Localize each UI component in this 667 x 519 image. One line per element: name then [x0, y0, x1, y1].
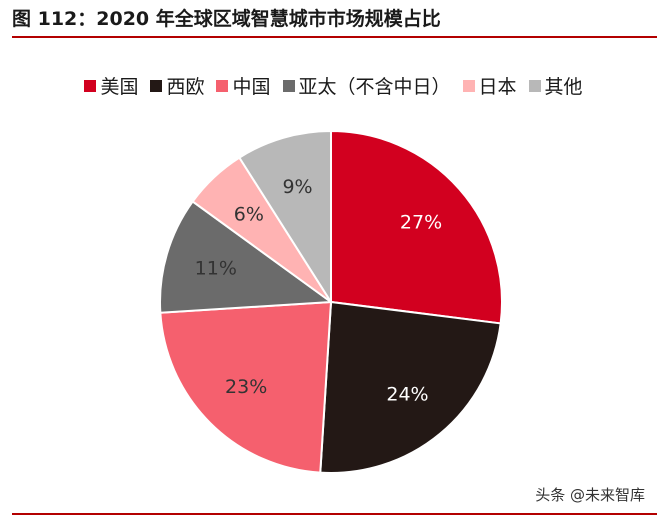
chart-legend: 美国 西欧 中国 亚太（不含中日） 日本 其他 — [0, 72, 667, 99]
legend-label: 日本 — [478, 76, 517, 98]
legend-swatch — [150, 79, 163, 92]
legend-item: 亚太（不含中日） — [282, 72, 451, 99]
legend-item: 其他 — [528, 72, 583, 99]
legend-label: 西欧 — [166, 76, 205, 98]
legend-label: 美国 — [100, 76, 139, 98]
pie-slice — [159, 300, 333, 474]
legend-swatch — [462, 79, 475, 92]
slice-label: 23% — [225, 376, 267, 398]
legend-item: 中国 — [216, 72, 271, 99]
legend-item: 美国 — [84, 72, 138, 99]
legend-item: 日本 — [462, 72, 517, 99]
legend-swatch — [216, 79, 229, 92]
pie-slice — [159, 200, 334, 314]
title-divider — [12, 36, 657, 38]
legend-label: 中国 — [232, 76, 271, 98]
pie-slice — [237, 129, 332, 306]
slice-label: 24% — [386, 383, 428, 405]
slice-label: 9% — [282, 176, 312, 198]
legend-swatch — [528, 79, 541, 92]
pie-slice — [319, 300, 502, 474]
slice-label: 6% — [234, 204, 264, 226]
footer-divider — [12, 513, 657, 515]
legend-item: 西欧 — [150, 72, 204, 99]
legend-label: 亚太（不含中日） — [298, 76, 451, 98]
legend-swatch — [84, 79, 97, 92]
chart-title: 图 112：2020 年全球区域智慧城市市场规模占比 — [12, 8, 441, 30]
legend-label: 其他 — [544, 76, 583, 98]
slice-label: 11% — [195, 258, 237, 280]
watermark: 头条 @未来智库 — [535, 486, 645, 504]
pie-slice — [330, 129, 503, 325]
slice-label: 27% — [400, 212, 442, 234]
legend-swatch — [282, 79, 295, 92]
